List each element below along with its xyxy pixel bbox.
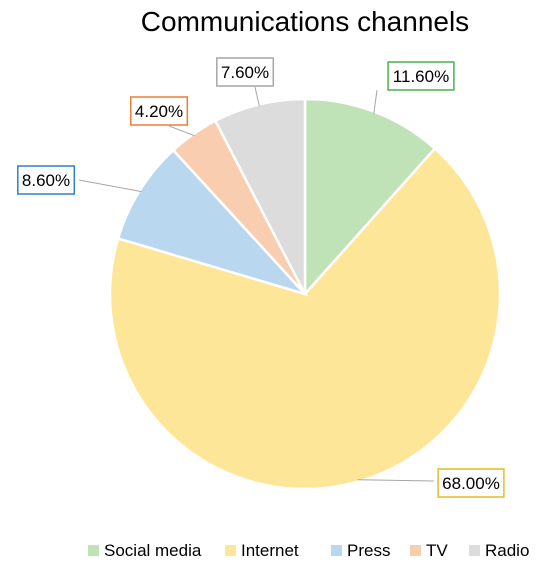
- legend-label-press: Press: [347, 541, 390, 560]
- legend-item-social-media: Social media: [88, 541, 202, 560]
- data-label-text-press: 8.60%: [22, 171, 70, 190]
- legend-item-internet: Internet: [225, 541, 299, 560]
- legend-swatch-press: [331, 545, 342, 556]
- legend-item-press: Press: [331, 541, 390, 560]
- legend-label-tv: TV: [426, 541, 448, 560]
- data-label-social-media: 11.60%: [387, 61, 455, 91]
- legend-label-social-media: Social media: [104, 541, 202, 560]
- legend-label-radio: Radio: [485, 541, 529, 560]
- leader-line-tv: [168, 125, 195, 137]
- data-labels: 11.60% 68.00% 8.60% 4.20% 7.60%: [17, 57, 505, 498]
- leader-line-radio: [254, 86, 260, 107]
- data-label-box-radio: [216, 57, 275, 87]
- data-label-text-tv: 4.20%: [135, 102, 183, 121]
- legend-swatch-tv: [410, 545, 421, 556]
- pie-slices: [108, 97, 502, 491]
- data-label-text-social-media: 11.60%: [393, 67, 449, 86]
- leader-lines: [78, 86, 435, 482]
- leader-line-social-media: [373, 89, 378, 114]
- data-label-box-tv: [130, 96, 189, 126]
- data-label-press: 8.60%: [17, 165, 76, 195]
- data-label-internet: 68.00%: [437, 468, 505, 498]
- data-label-box-internet: [437, 468, 505, 498]
- leader-line-press: [78, 179, 142, 193]
- legend-item-radio: Radio: [469, 541, 529, 560]
- data-label-radio: 7.60%: [216, 57, 275, 87]
- leader-line-internet: [357, 479, 435, 482]
- data-label-box-social-media: [387, 61, 455, 91]
- legend-label-internet: Internet: [241, 541, 299, 560]
- legend-swatch-internet: [225, 545, 236, 556]
- data-label-box-press: [17, 165, 76, 195]
- data-label-text-internet: 68.00%: [442, 474, 500, 493]
- legend-item-tv: TV: [410, 541, 448, 560]
- slice-internet: [108, 146, 502, 491]
- legend: Social media Internet Press TV Radio: [88, 541, 529, 560]
- legend-swatch-social-media: [88, 545, 99, 556]
- legend-swatch-radio: [469, 545, 480, 556]
- chart-title: Communications channels: [141, 6, 469, 37]
- slice-press: [116, 148, 309, 297]
- data-label-tv: 4.20%: [130, 96, 189, 126]
- data-label-text-radio: 7.60%: [221, 63, 269, 82]
